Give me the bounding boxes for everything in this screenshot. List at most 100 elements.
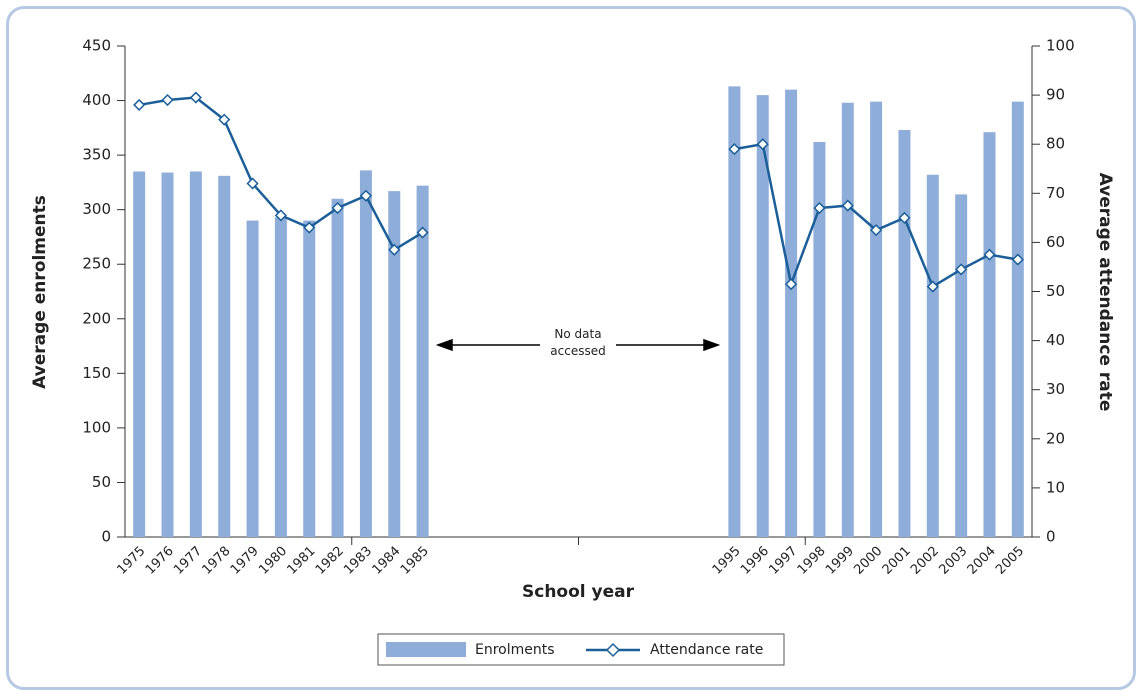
y2-tick-label: 10 xyxy=(1046,478,1065,496)
x-tick-label: 1978 xyxy=(199,544,233,578)
x-tick-label: 1998 xyxy=(795,544,829,578)
marker xyxy=(189,91,202,104)
bar xyxy=(983,132,996,537)
y-tick-label: 350 xyxy=(82,146,111,164)
bar xyxy=(189,171,202,537)
legend-label: Attendance rate xyxy=(650,642,763,658)
marker xyxy=(1011,253,1024,266)
frame xyxy=(6,6,1136,690)
x-tick-label: 2000 xyxy=(851,544,885,578)
marker xyxy=(785,278,798,291)
bar xyxy=(955,194,968,537)
x-tick-label: 1999 xyxy=(823,544,857,578)
bar xyxy=(388,191,401,537)
y2-tick-label: 30 xyxy=(1046,380,1065,398)
bar xyxy=(926,174,939,538)
bar xyxy=(813,142,826,538)
x-axis-title: School year xyxy=(522,582,635,602)
marker xyxy=(898,211,911,224)
marker xyxy=(841,199,854,212)
bar xyxy=(785,89,798,538)
x-tick-label: 1975 xyxy=(114,544,148,578)
x-tick-label: 2003 xyxy=(936,544,970,578)
bar xyxy=(1011,101,1024,537)
marker xyxy=(133,98,146,111)
y-tick-label: 50 xyxy=(92,473,111,491)
marker xyxy=(870,224,883,237)
y2-tick-label: 0 xyxy=(1046,528,1056,546)
x-tick-label: 1980 xyxy=(256,544,290,578)
bar xyxy=(728,86,741,538)
x-tick-label: 2005 xyxy=(993,544,1027,578)
marker xyxy=(728,143,741,156)
bar xyxy=(274,217,287,537)
bar xyxy=(756,95,769,537)
y-tick-label: 450 xyxy=(82,37,111,55)
y-tick-label: 250 xyxy=(82,255,111,273)
legend-marker xyxy=(605,642,621,658)
bar xyxy=(133,171,146,537)
bar xyxy=(841,102,854,537)
marker xyxy=(813,201,826,215)
x-tick-label: 1984 xyxy=(370,544,404,578)
x-tick-label: 2002 xyxy=(908,544,942,578)
y2-tick-label: 20 xyxy=(1046,429,1065,447)
y2-tick-label: 50 xyxy=(1046,282,1065,300)
legend-swatch xyxy=(386,642,466,657)
x-tick-label: 1979 xyxy=(228,544,262,578)
marker xyxy=(388,243,401,256)
bar xyxy=(870,101,883,537)
y2-tick-label: 90 xyxy=(1046,86,1065,104)
y-tick-label: 100 xyxy=(82,418,111,436)
marker xyxy=(926,280,939,293)
y-tick-label: 400 xyxy=(82,91,111,109)
marker xyxy=(359,189,372,202)
x-tick-label: 1997 xyxy=(766,544,800,578)
annotation: No data accessed xyxy=(550,327,606,358)
bar xyxy=(218,175,231,537)
marker xyxy=(331,201,344,215)
bar xyxy=(331,198,344,537)
y-tick-label: 0 xyxy=(101,528,111,546)
marker xyxy=(246,177,259,190)
y2-tick-label: 80 xyxy=(1046,135,1065,153)
bar xyxy=(416,185,429,537)
x-tick-label: 1976 xyxy=(143,544,177,578)
x-tick-label: 1981 xyxy=(285,544,319,578)
x-tick-label: 2004 xyxy=(965,544,999,578)
y2-tick-label: 40 xyxy=(1046,331,1065,349)
x-tick-label: 1995 xyxy=(710,544,744,578)
annotation-arrow xyxy=(435,338,721,352)
bar xyxy=(303,220,316,538)
y2-tick-label: 70 xyxy=(1046,184,1065,202)
arrow-head xyxy=(703,338,721,352)
marker xyxy=(955,263,968,276)
x-tick-label: 2001 xyxy=(880,544,914,578)
bar xyxy=(898,130,911,537)
y-tick-label: 200 xyxy=(82,309,111,327)
y2-tick-label: 100 xyxy=(1046,37,1075,55)
y-tick-label: 300 xyxy=(82,200,111,218)
marker xyxy=(983,248,996,261)
x-tick-label: 1977 xyxy=(171,544,205,578)
bar xyxy=(161,172,174,537)
x-tick-label: 1983 xyxy=(341,544,375,578)
x-tick-label: 1985 xyxy=(398,544,432,578)
y2-axis-title: Average attendance rate xyxy=(1095,173,1115,412)
y-tick-label: 150 xyxy=(82,364,111,382)
marker xyxy=(274,209,287,222)
y2-tick-label: 60 xyxy=(1046,233,1065,251)
marker xyxy=(303,221,316,234)
marker xyxy=(161,93,174,107)
line xyxy=(138,96,1019,289)
marker xyxy=(756,138,769,151)
legend-label: Enrolments xyxy=(475,642,555,658)
x-tick-label: 1982 xyxy=(313,544,347,578)
y-axis-title: Average enrolments xyxy=(30,195,50,389)
bar xyxy=(246,220,259,538)
arrow-head xyxy=(435,338,453,352)
marker xyxy=(416,226,429,239)
x-tick-label: 1996 xyxy=(738,544,772,578)
